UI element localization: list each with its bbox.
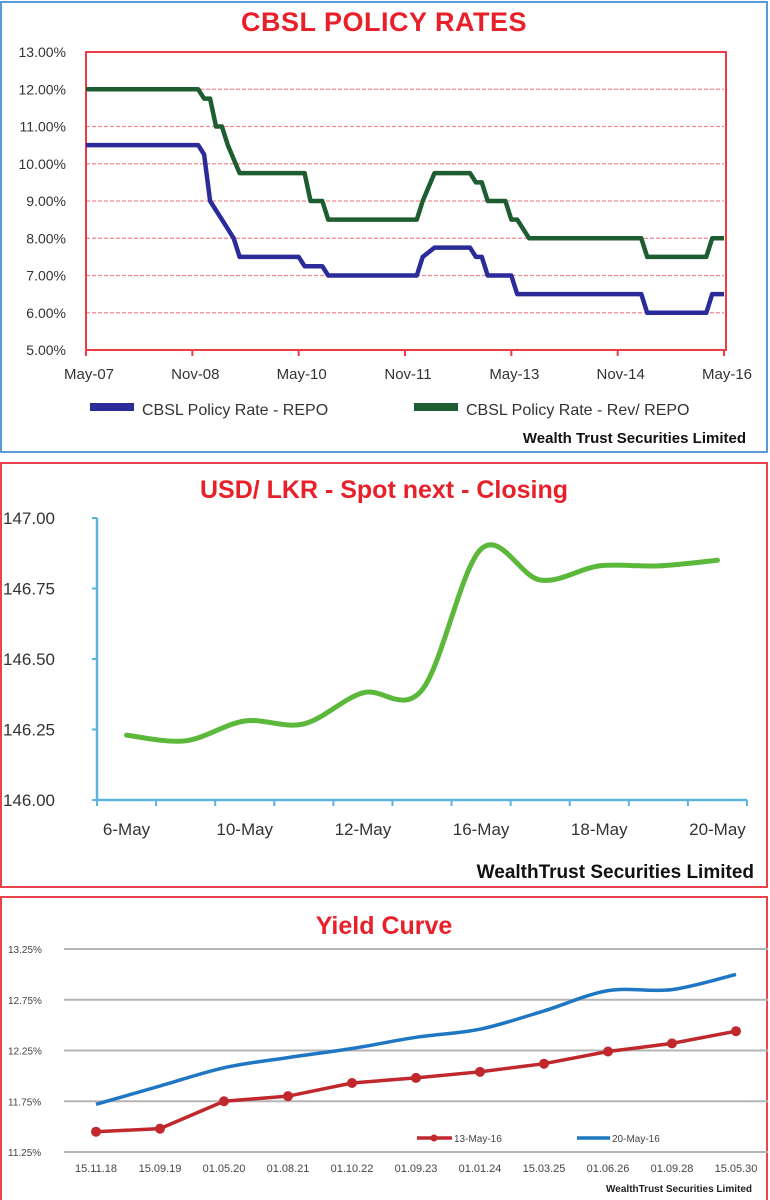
series-line: [95, 972, 737, 1106]
x-tick-label: 15.05.30: [715, 1163, 758, 1175]
y-tick-label: 7.00%: [26, 268, 66, 284]
chart-title: Yield Curve: [315, 912, 453, 940]
y-tick-label: 13.00%: [19, 44, 66, 60]
data-point-marker: [283, 1091, 293, 1102]
y-tick-label: 11.00%: [20, 119, 66, 135]
y-tick-label: 146.50: [3, 650, 55, 669]
series-line: [124, 542, 720, 744]
x-tick-label: 01.09.23: [395, 1163, 438, 1175]
legend-swatch: [90, 403, 134, 411]
y-tick-label: 146.25: [3, 721, 55, 740]
data-point-marker: [219, 1096, 229, 1107]
y-tick-label: 146.75: [3, 580, 55, 599]
data-point-marker: [539, 1058, 549, 1069]
x-tick-label: May-07: [64, 366, 114, 383]
y-tick-label: 12.00%: [19, 81, 66, 97]
usd-lkr-chart: 147.00 146.75 146.50 146.25 146.00 6-May 10-Ma…: [3, 509, 754, 883]
legend-swatch: [414, 403, 458, 411]
legend-label: 13-May-16: [454, 1134, 502, 1145]
series-line: [86, 142, 724, 316]
legend-label: CBSL Policy Rate - Rev/ REPO: [466, 402, 689, 419]
x-tick-label: 15.09.19: [139, 1163, 182, 1175]
x-tick-label: 01.08.21: [267, 1163, 310, 1175]
x-tick-label: 6-May: [103, 820, 151, 839]
x-tick-label: 10-May: [216, 820, 273, 839]
data-point-marker: [667, 1038, 677, 1049]
data-point-marker: [411, 1072, 421, 1083]
x-tick-label: 20-May: [689, 820, 746, 839]
chart-title: USD/ LKR - Spot next - Closing: [199, 476, 569, 504]
x-tick-label: Nov-08: [171, 366, 219, 383]
x-tick-label: 01.10.22: [331, 1163, 374, 1175]
series-line: [86, 87, 724, 260]
data-point-marker: [155, 1123, 165, 1134]
x-tick-label: 18-May: [571, 820, 628, 839]
y-tick-label: 13.25%: [8, 945, 42, 956]
chart-title: CBSL POLICY RATES: [240, 7, 528, 37]
y-tick-label: 6.00%: [26, 305, 66, 321]
policy-rates-chart: 13.00% 12.00% 11.00% 10.00% 9.00% 8.00% 7.00% 6…: [19, 44, 753, 447]
y-tick-label: 9.00%: [26, 193, 66, 209]
y-tick-label: 147.00: [3, 509, 55, 528]
x-tick-label: 01.01.24: [459, 1163, 502, 1175]
x-tick-label: 01.09.28: [651, 1163, 694, 1175]
x-tick-label: May-10: [277, 366, 327, 383]
y-tick-label: 12.25%: [8, 1047, 42, 1058]
y-tick-label: 10.00%: [19, 156, 66, 172]
data-point-marker: [91, 1126, 101, 1137]
cbsl-policy-rates-panel: CBSL POLICY RATES: [0, 1, 768, 453]
data-point-marker: [347, 1077, 357, 1088]
x-tick-label: 01.05.20: [203, 1163, 246, 1175]
data-point-marker: [603, 1046, 613, 1057]
y-tick-label: 11.25%: [8, 1148, 41, 1159]
y-tick-label: 8.00%: [26, 230, 66, 246]
x-tick-label: Nov-14: [596, 366, 644, 383]
source-label: WealthTrust Securities Limited: [477, 862, 754, 883]
usd-lkr-panel: USD/ LKR - Spot next - Closing: [0, 462, 768, 888]
source-label: WealthTrust Securities Limited: [606, 1184, 752, 1195]
x-tick-label: 12-May: [335, 820, 392, 839]
data-point-marker: [731, 1026, 741, 1037]
y-tick-label: 11.75%: [8, 1097, 41, 1108]
y-tick-label: 146.00: [3, 791, 55, 810]
x-tick-label: 15.03.25: [523, 1163, 566, 1175]
legend-label: 20-May-16: [612, 1134, 660, 1145]
x-tick-label: 15.11.18: [75, 1163, 117, 1175]
data-point-marker: [475, 1066, 485, 1077]
x-tick-label: 01.06.26: [587, 1163, 630, 1175]
yield-curve-chart: 13.25% 12.75% 12.25% 11.75% 11.25% 15.11.18 15…: [8, 945, 768, 1195]
y-tick-label: 12.75%: [8, 996, 42, 1007]
x-tick-label: May-16: [702, 366, 752, 383]
x-tick-label: May-13: [489, 366, 539, 383]
x-tick-label: 16-May: [453, 820, 510, 839]
legend-label: CBSL Policy Rate - REPO: [142, 402, 328, 419]
x-tick-label: Nov-11: [384, 366, 431, 383]
y-tick-label: 5.00%: [26, 342, 66, 358]
source-label: Wealth Trust Securities Limited: [523, 430, 746, 447]
